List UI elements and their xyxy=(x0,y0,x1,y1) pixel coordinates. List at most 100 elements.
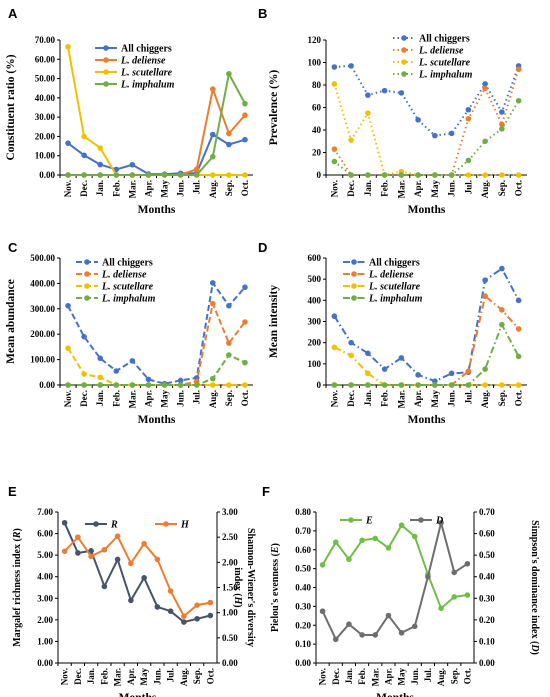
x-tick-label: Feb. xyxy=(380,390,390,407)
data-point xyxy=(65,345,71,351)
data-point xyxy=(438,605,444,612)
y-tick-label: 5.00 xyxy=(37,550,53,560)
x-tick-label: Dec. xyxy=(79,390,89,407)
y-tick-label: 3.00 xyxy=(37,593,53,603)
legend-marker xyxy=(418,517,424,523)
x-axis-label: Months xyxy=(408,414,446,426)
y2-tick-label: 2.00 xyxy=(222,557,238,567)
y-tick-label: 0.20 xyxy=(295,620,311,630)
data-point xyxy=(482,293,488,299)
y2-axis-label: Simpson's dominance index (D) xyxy=(529,520,540,655)
data-point xyxy=(465,157,472,164)
x-tick-label: Aug. xyxy=(436,668,446,686)
data-point xyxy=(81,382,87,388)
data-point xyxy=(81,371,87,377)
data-point xyxy=(194,615,200,622)
y-tick-label: 600 xyxy=(308,253,322,263)
data-point xyxy=(451,569,458,576)
x-tick-label: Nov. xyxy=(63,390,73,407)
data-point xyxy=(226,172,232,178)
data-point xyxy=(332,539,339,545)
data-point xyxy=(81,172,87,178)
data-point xyxy=(209,382,216,388)
data-point xyxy=(372,632,379,638)
x-axis-label: Months xyxy=(408,204,446,216)
series-line-1 xyxy=(333,69,520,176)
y2-tick-label: 0.60 xyxy=(479,529,495,539)
data-point xyxy=(97,161,104,168)
data-point xyxy=(381,87,388,94)
legend-marker xyxy=(163,521,169,527)
data-point xyxy=(193,172,200,178)
legend-label: L. imphalum xyxy=(101,294,156,305)
data-point xyxy=(465,368,472,375)
y-tick-label: 40.00 xyxy=(35,93,56,103)
y2-tick-label: 0.00 xyxy=(222,658,238,668)
data-point xyxy=(242,136,248,143)
x-tick-label: Mar. xyxy=(396,180,406,198)
legend-marker xyxy=(84,271,90,277)
legend-marker xyxy=(84,259,90,265)
x-tick-label: Jan. xyxy=(95,180,105,196)
data-point xyxy=(499,126,505,132)
data-point xyxy=(432,172,438,178)
data-point xyxy=(129,382,136,388)
x-tick-label: Jun. xyxy=(410,668,420,685)
y-tick-label: 0.10 xyxy=(295,639,311,649)
data-point xyxy=(207,612,214,619)
legend-label: All chiggers xyxy=(121,44,172,55)
x-tick-label: May xyxy=(139,668,149,686)
series-line-1 xyxy=(321,522,468,642)
data-point xyxy=(194,602,200,608)
x-tick-label: Aug. xyxy=(208,180,218,198)
data-point xyxy=(331,382,338,388)
x-tick-label: Mar. xyxy=(370,668,380,686)
data-point xyxy=(226,340,232,346)
data-point xyxy=(482,382,488,388)
data-point xyxy=(167,588,174,594)
y-tick-label: 0.40 xyxy=(295,583,311,593)
data-point xyxy=(365,92,371,98)
data-point xyxy=(515,66,522,73)
series-line-1 xyxy=(68,300,246,386)
x-tick-label: Jul. xyxy=(463,390,473,404)
y-axis-label: Pielou's evenness (E) xyxy=(270,543,281,632)
x-tick-label: Feb. xyxy=(111,390,121,407)
x-tick-label: Dec. xyxy=(79,180,89,197)
data-point xyxy=(464,560,471,567)
data-point xyxy=(145,382,152,388)
x-tick-label: Oct. xyxy=(514,180,524,196)
y-axis-label-part: ) xyxy=(12,528,23,531)
legend-marker xyxy=(348,517,354,523)
data-point xyxy=(331,313,338,320)
data-point xyxy=(499,307,505,313)
data-point xyxy=(209,300,216,307)
data-point xyxy=(181,619,187,625)
data-point xyxy=(129,172,136,178)
x-tick-label: Sep. xyxy=(192,668,202,684)
legend-label: L. imphalum xyxy=(368,294,423,305)
x-axis-label: Months xyxy=(138,414,176,426)
legend-marker xyxy=(401,47,407,53)
x-tick-label: May xyxy=(160,390,170,408)
x-tick-label: Nov. xyxy=(329,180,339,197)
x-axis-label: Months xyxy=(119,692,157,697)
data-point xyxy=(448,382,455,388)
y2-tick-label: 0.10 xyxy=(479,636,495,646)
y-axis-label: Mean intensity xyxy=(268,285,280,358)
legend-marker xyxy=(351,271,357,277)
data-point xyxy=(482,138,488,145)
data-point xyxy=(515,97,522,104)
data-point xyxy=(61,548,68,555)
data-point xyxy=(359,537,365,544)
y2-tick-label: 1.00 xyxy=(222,608,238,618)
data-point xyxy=(331,81,338,87)
series-line-0 xyxy=(333,267,520,383)
data-point xyxy=(411,533,418,540)
data-point xyxy=(113,368,120,374)
x-tick-label: May xyxy=(397,668,407,686)
y-tick-label: 1.00 xyxy=(37,636,53,646)
data-point xyxy=(65,140,71,146)
data-point xyxy=(515,297,522,304)
y-tick-label: 400.00 xyxy=(30,278,55,288)
